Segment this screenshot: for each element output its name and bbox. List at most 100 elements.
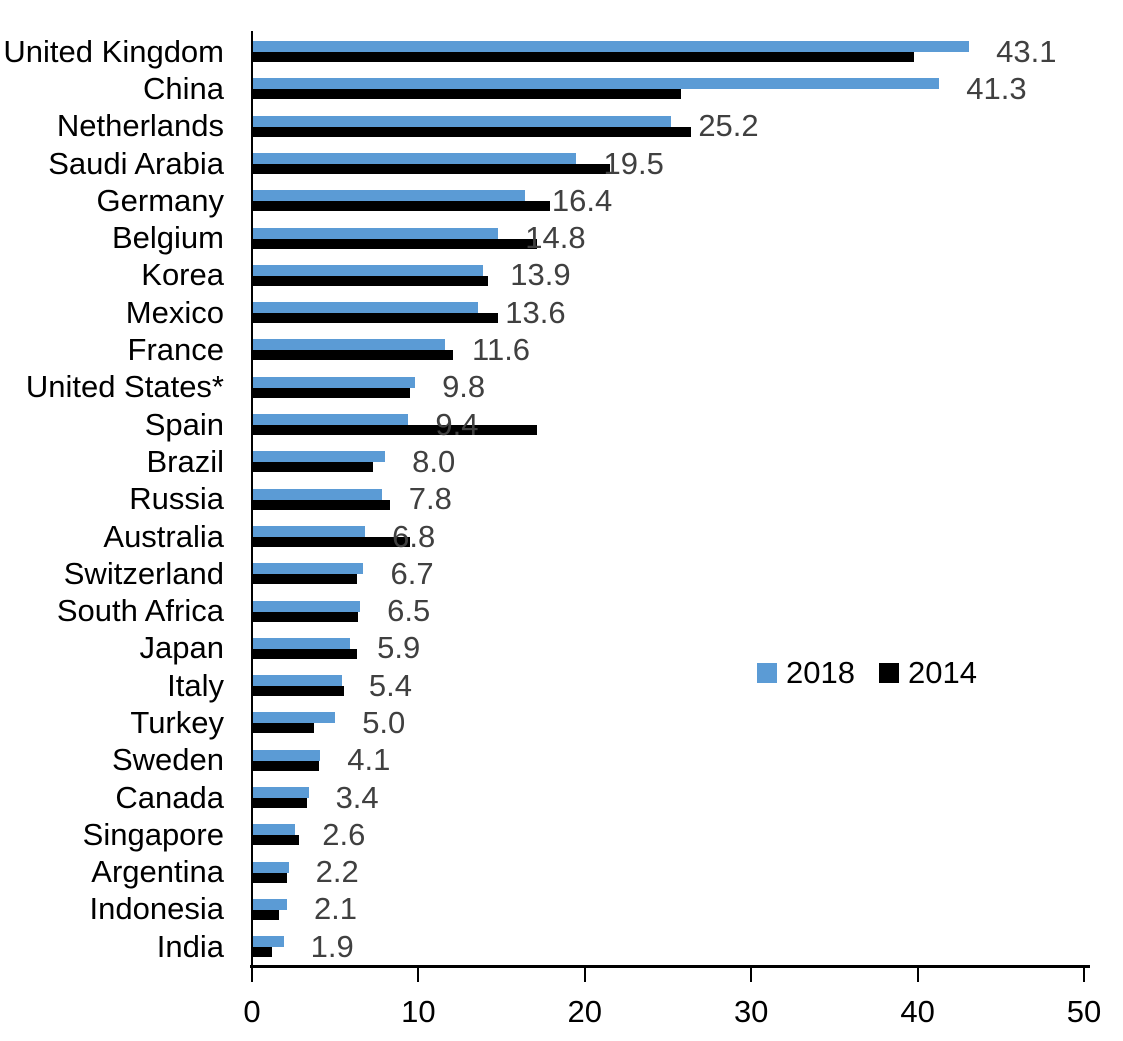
- x-tick: [916, 968, 919, 982]
- bar-group: 19.5: [252, 145, 1123, 182]
- bar-group: 2.2: [252, 854, 1123, 891]
- bar-2018: [252, 488, 382, 500]
- category-label: France: [127, 332, 224, 368]
- value-label: 9.4: [435, 406, 479, 442]
- category-label: Germany: [96, 182, 224, 218]
- chart-row: South Africa 6.5: [0, 592, 1123, 629]
- bar-group: 4.1: [252, 742, 1123, 779]
- category-label: Australia: [103, 518, 224, 554]
- bar-2018: [252, 41, 970, 53]
- category-label: Japan: [139, 630, 224, 666]
- bar-2018: [252, 749, 321, 761]
- value-label: 43.1: [996, 33, 1057, 69]
- chart-row: Germany 16.4: [0, 182, 1123, 219]
- bar-group: 9.4: [252, 406, 1123, 443]
- bar-2014: [252, 499, 391, 510]
- y-axis-line: [251, 31, 253, 968]
- bar-2014: [252, 350, 454, 361]
- bar-2014: [252, 387, 411, 398]
- category-label: Canada: [115, 779, 224, 815]
- legend-item-2018: 2018: [757, 655, 855, 691]
- x-axis-line: [250, 965, 1090, 968]
- bar-2018: [252, 78, 940, 90]
- value-label: 7.8: [408, 481, 452, 517]
- category-label: Switzerland: [63, 555, 224, 591]
- bar-group: 6.7: [252, 555, 1123, 592]
- value-label: 8.0: [412, 443, 456, 479]
- bar-group: 9.8: [252, 369, 1123, 406]
- bar-group: 5.9: [252, 630, 1123, 667]
- value-label: 5.9: [377, 630, 421, 666]
- chart-row: Turkey 5.0: [0, 704, 1123, 741]
- value-label: 6.7: [390, 555, 434, 591]
- chart-row: India 1.9: [0, 928, 1123, 965]
- chart-row: Brazil 8.0: [0, 443, 1123, 480]
- bar-2018: [252, 563, 364, 575]
- category-label: Saudi Arabia: [48, 145, 224, 181]
- value-label: 19.5: [603, 145, 664, 181]
- bar-2018: [252, 451, 386, 463]
- bar-2014: [252, 462, 374, 473]
- x-tick-label: 20: [567, 994, 603, 1029]
- chart-row: Japan 5.9: [0, 630, 1123, 667]
- bar-2014: [252, 425, 537, 436]
- bar-group: 11.6: [252, 331, 1123, 368]
- chart-row: Russia 7.8: [0, 481, 1123, 518]
- category-label: Sweden: [111, 742, 224, 778]
- legend-swatch-2018: [757, 663, 777, 683]
- bar-2018: [252, 339, 446, 351]
- chart-row: Argentina 2.2: [0, 854, 1123, 891]
- bar-2014: [252, 648, 357, 659]
- plot-area: United Kingdom 43.1 China 41.3 Netherlands 25…: [0, 33, 1123, 965]
- chart-row: Singapore 2.6: [0, 816, 1123, 853]
- bar-group: 5.0: [252, 704, 1123, 741]
- bar-2018: [252, 264, 484, 276]
- chart-row: Saudi Arabia 19.5: [0, 145, 1123, 182]
- x-tick-label: 10: [401, 994, 436, 1029]
- bar-group: 6.5: [252, 592, 1123, 629]
- bar-2014: [252, 835, 299, 846]
- value-label: 3.4: [335, 779, 379, 815]
- category-label: Netherlands: [56, 108, 224, 144]
- bar-group: 43.1: [252, 33, 1123, 70]
- x-tick: [417, 968, 420, 982]
- bar-2018: [252, 227, 499, 239]
- bar-2014: [252, 313, 499, 324]
- chart-row: Belgium 14.8: [0, 219, 1123, 256]
- bar-group: 8.0: [252, 443, 1123, 480]
- category-label: Belgium: [112, 220, 224, 256]
- bar-group: 2.6: [252, 816, 1123, 853]
- category-label: Singapore: [82, 816, 224, 852]
- category-label: Argentina: [91, 854, 224, 890]
- category-label: United States*: [25, 369, 224, 405]
- bar-group: 6.8: [252, 518, 1123, 555]
- chart-row: France 11.6: [0, 331, 1123, 368]
- bar-2014: [252, 163, 610, 174]
- chart-row: United States* 9.8: [0, 369, 1123, 406]
- x-tick: [1083, 968, 1085, 982]
- chart-row: Sweden 4.1: [0, 742, 1123, 779]
- bar-2014: [252, 52, 915, 63]
- x-tick-label: 50: [1066, 994, 1102, 1029]
- value-label: 2.1: [313, 891, 358, 927]
- category-label: Mexico: [125, 294, 224, 330]
- value-label: 16.4: [551, 182, 613, 218]
- bar-2018: [252, 190, 525, 202]
- bar-2018: [252, 861, 289, 873]
- bar-2018: [252, 898, 287, 910]
- value-label: 11.6: [472, 332, 531, 368]
- bar-2018: [252, 525, 366, 537]
- bar-2018: [252, 115, 672, 127]
- chart-row: Netherlands 25.2: [0, 108, 1123, 145]
- value-label: 25.2: [698, 108, 759, 144]
- bar-group: 13.9: [252, 257, 1123, 294]
- bar-2014: [252, 723, 314, 734]
- chart-row: Korea 13.9: [0, 257, 1123, 294]
- bar-2014: [252, 686, 344, 697]
- x-tick: [251, 968, 253, 982]
- bar-group: 2.1: [252, 891, 1123, 928]
- category-label: Brazil: [146, 443, 224, 479]
- value-label: 5.4: [368, 667, 412, 703]
- bar-2014: [252, 611, 359, 622]
- value-label: 6.5: [387, 593, 431, 629]
